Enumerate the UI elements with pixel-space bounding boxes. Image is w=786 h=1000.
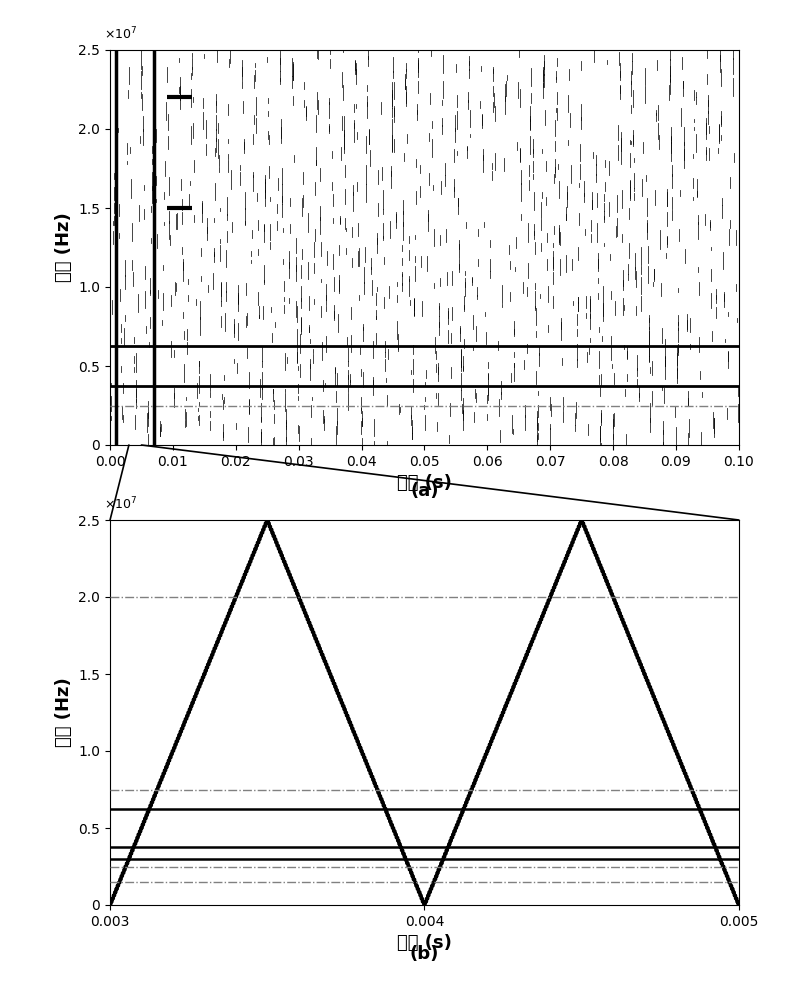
X-axis label: 时间 (s): 时间 (s) [397, 934, 452, 952]
Y-axis label: 频率 (Hz): 频率 (Hz) [55, 213, 73, 282]
Y-axis label: 频率 (Hz): 频率 (Hz) [55, 678, 73, 747]
Text: $\times 10^7$: $\times 10^7$ [104, 496, 137, 512]
Text: $\times 10^7$: $\times 10^7$ [104, 25, 137, 42]
Text: (a): (a) [410, 482, 439, 500]
Text: (b): (b) [410, 945, 439, 963]
X-axis label: 时间 (s): 时间 (s) [397, 474, 452, 492]
